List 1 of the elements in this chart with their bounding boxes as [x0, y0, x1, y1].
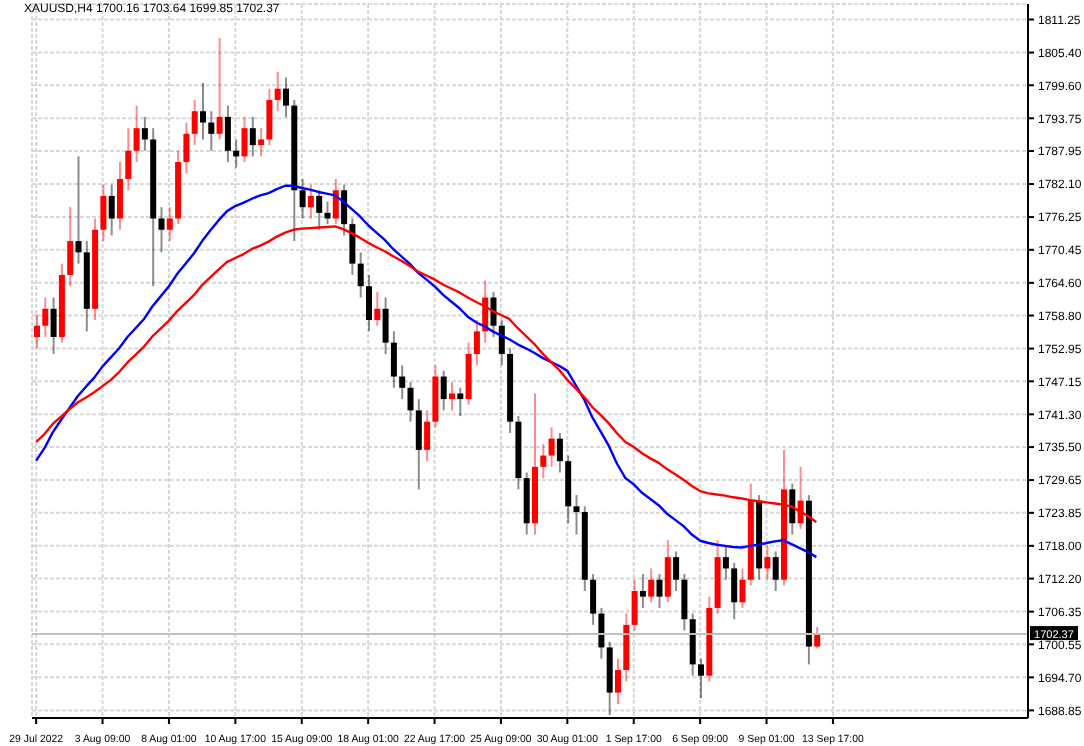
line-series: [34, 184, 818, 559]
